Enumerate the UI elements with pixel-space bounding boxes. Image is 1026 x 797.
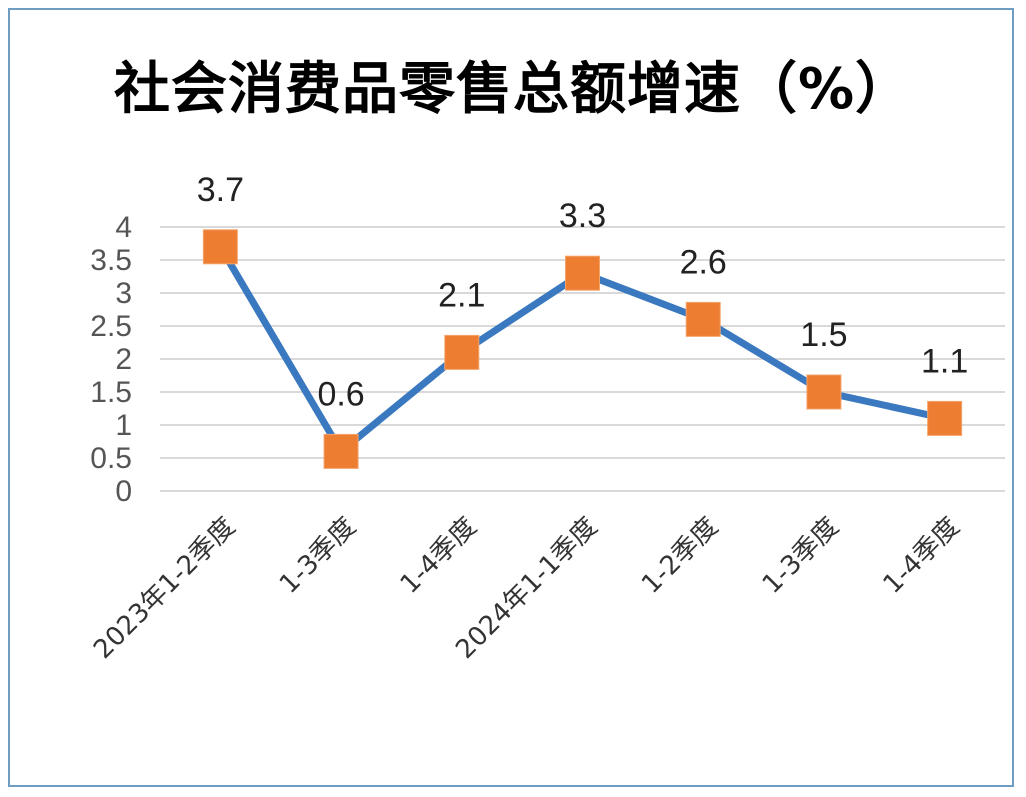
x-tick-label: 1-3季度 xyxy=(757,512,845,600)
data-point-marker xyxy=(444,334,480,370)
y-tick-label: 2 xyxy=(115,343,132,376)
data-point-marker xyxy=(565,255,600,291)
data-point-marker xyxy=(202,229,238,265)
data-label: 1.5 xyxy=(800,316,847,354)
y-tick-label: 2.5 xyxy=(90,310,132,343)
data-point-marker xyxy=(685,301,721,337)
y-axis-ticks: 00.511.522.533.54 xyxy=(90,211,132,508)
data-label: 3.7 xyxy=(197,171,244,209)
x-tick-label: 2023年1-2季度 xyxy=(88,512,241,665)
data-point-marker xyxy=(323,433,359,469)
y-tick-label: 3.5 xyxy=(90,244,132,277)
data-point-marker xyxy=(927,400,963,436)
y-tick-label: 1.5 xyxy=(90,376,132,409)
gridlines xyxy=(160,226,1005,492)
y-tick-label: 3 xyxy=(115,277,132,310)
x-tick-label: 1-4季度 xyxy=(878,512,966,600)
data-label: 2.6 xyxy=(680,243,727,281)
data-labels: 3.7 0.6 2.1 3.3 2.6 1.5 1.1 xyxy=(197,171,969,414)
data-label: 0.6 xyxy=(317,375,364,413)
x-tick-label: 1-2季度 xyxy=(636,512,724,600)
data-label: 1.1 xyxy=(921,342,968,380)
data-label: 3.3 xyxy=(559,197,606,235)
x-tick-label: 1-3季度 xyxy=(274,512,362,600)
y-tick-label: 0.5 xyxy=(90,442,132,475)
y-tick-label: 0 xyxy=(115,475,132,508)
chart-title: 社会消费品零售总额增速（%） xyxy=(113,57,913,122)
data-markers xyxy=(202,229,963,469)
x-tick-label: 1-4季度 xyxy=(395,512,483,600)
y-tick-label: 4 xyxy=(115,211,132,244)
data-label: 2.1 xyxy=(438,276,485,314)
data-point-marker xyxy=(806,374,842,410)
y-tick-label: 1 xyxy=(115,409,132,442)
